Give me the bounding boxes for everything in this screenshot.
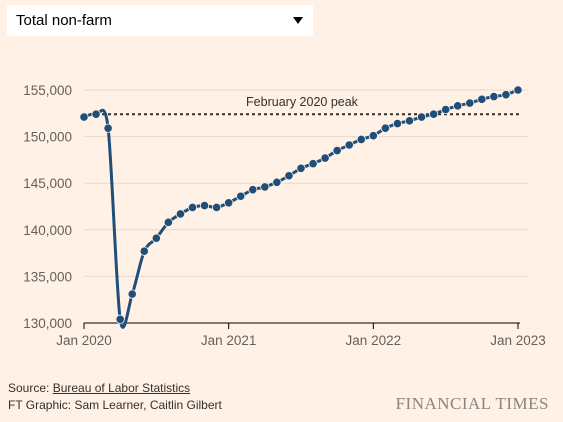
data-point (501, 90, 511, 100)
gridlines (84, 89, 528, 277)
data-point (416, 112, 427, 122)
data-point (272, 177, 282, 187)
data-points (79, 85, 523, 324)
y-tick-label: 135,000 (23, 269, 72, 284)
graphic-credit: FT Graphic: Sam Learner, Caitlin Gilbert (8, 398, 222, 412)
data-point (441, 104, 451, 115)
source-note: Source: Bureau of Labor Statistics (8, 381, 190, 395)
data-point (260, 182, 270, 192)
y-tick-label: 150,000 (23, 130, 72, 145)
x-tick-label: Jan 2022 (346, 333, 402, 348)
data-point (199, 200, 210, 211)
data-point (163, 217, 173, 227)
y-tick-label: 140,000 (23, 223, 72, 238)
data-point (151, 233, 161, 243)
ft-brand-logo: FINANCIAL TIMES (395, 394, 549, 413)
data-point (380, 123, 390, 133)
series-line (82, 88, 520, 329)
data-point (139, 246, 149, 256)
data-point (429, 109, 439, 119)
data-point (103, 123, 113, 133)
data-point (284, 171, 294, 181)
data-point (248, 185, 258, 195)
selector-value: Total non-farm (16, 12, 112, 29)
data-point (344, 140, 354, 150)
source-link[interactable]: Bureau of Labor Statistics (52, 381, 191, 395)
data-point (404, 116, 415, 126)
data-point (308, 159, 318, 169)
data-point (91, 109, 101, 119)
data-point (296, 163, 306, 173)
data-point (465, 98, 475, 108)
data-point (489, 91, 499, 102)
data-point (320, 153, 330, 163)
x-tick-label: Jan 2020 (56, 333, 112, 348)
series-selector-dropdown[interactable]: Total non-farm (7, 5, 313, 36)
data-point (332, 145, 342, 156)
source-prefix: Source: (8, 381, 53, 395)
data-point (477, 94, 487, 104)
x-tick-label: Jan 2021 (201, 333, 257, 348)
data-point (513, 85, 523, 95)
data-point (224, 198, 234, 208)
data-point (127, 289, 137, 299)
reference-line-label: February 2020 peak (246, 95, 359, 109)
data-point (392, 118, 403, 129)
data-point (175, 209, 186, 219)
y-tick-label: 155,000 (23, 83, 72, 98)
y-tick-label: 130,000 (23, 316, 72, 331)
data-point (236, 191, 246, 201)
data-point (368, 131, 378, 141)
x-axis-ticks: Jan 2020 Jan 2021 Jan 2022 Jan 2023 (56, 323, 546, 348)
data-point (356, 134, 366, 144)
data-point (453, 101, 463, 111)
y-axis-ticks: 130,000 135,000 140,000 145,000 150,000 155,0… (23, 83, 72, 331)
x-tick-label: Jan 2023 (490, 333, 546, 348)
data-point (212, 202, 222, 213)
y-tick-label: 145,000 (23, 176, 72, 191)
data-point (79, 112, 89, 122)
caret-down-icon[interactable] (293, 17, 303, 24)
data-point (187, 202, 198, 213)
data-point (115, 314, 125, 324)
